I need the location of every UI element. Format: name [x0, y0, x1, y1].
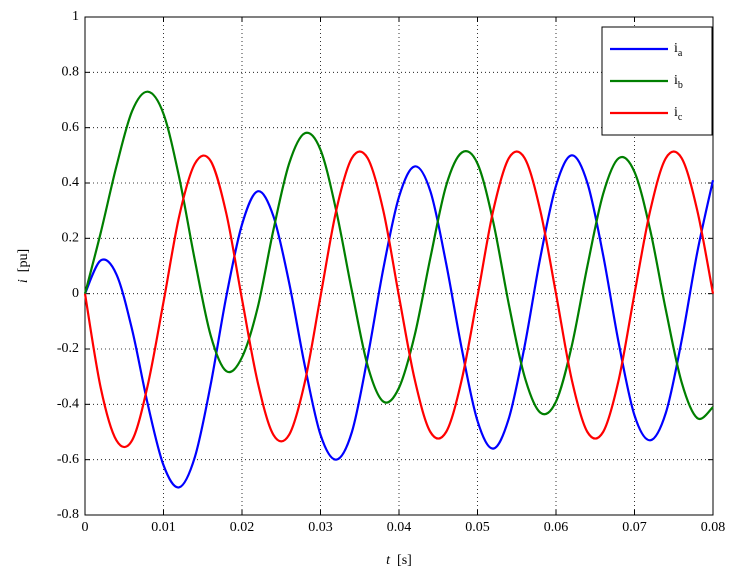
y-tick-label: 1: [72, 9, 79, 24]
series-line: [83, 154, 715, 489]
y-tick-label: 0.6: [62, 120, 80, 135]
y-tick-label: 0: [72, 286, 79, 301]
y-axis-label: i [pu]: [16, 249, 31, 283]
x-tick-label: 0.02: [230, 520, 255, 535]
plot-frame: [84, 16, 714, 516]
series-line: [83, 150, 715, 449]
y-tick-label: 0.2: [62, 231, 80, 246]
x-tick-label: 0: [82, 520, 89, 535]
x-tick-label: 0.03: [308, 520, 333, 535]
x-tick-label: 0.07: [622, 520, 647, 535]
legend-label: ic: [674, 105, 683, 123]
x-axis-label: t [s]: [386, 553, 412, 568]
y-tick-label: -0.6: [57, 452, 79, 467]
x-tick-label: 0.01: [151, 520, 176, 535]
y-tick-label: -0.4: [57, 397, 79, 412]
x-tick-label: 0.05: [465, 520, 490, 535]
x-tick-label: 0.08: [701, 520, 726, 535]
series-line: [83, 90, 714, 421]
x-tick-label: 0.06: [544, 520, 569, 535]
x-tick-label: 0.04: [387, 520, 412, 535]
legend-label: ia: [674, 41, 683, 59]
legend-label: ib: [674, 73, 683, 91]
y-tick-label: 0.8: [62, 65, 80, 80]
legend: ia ib ic: [601, 26, 713, 136]
y-tick-label: -0.8: [57, 507, 79, 522]
y-tick-label: -0.2: [57, 341, 79, 356]
y-tick-label: 0.4: [62, 175, 80, 190]
